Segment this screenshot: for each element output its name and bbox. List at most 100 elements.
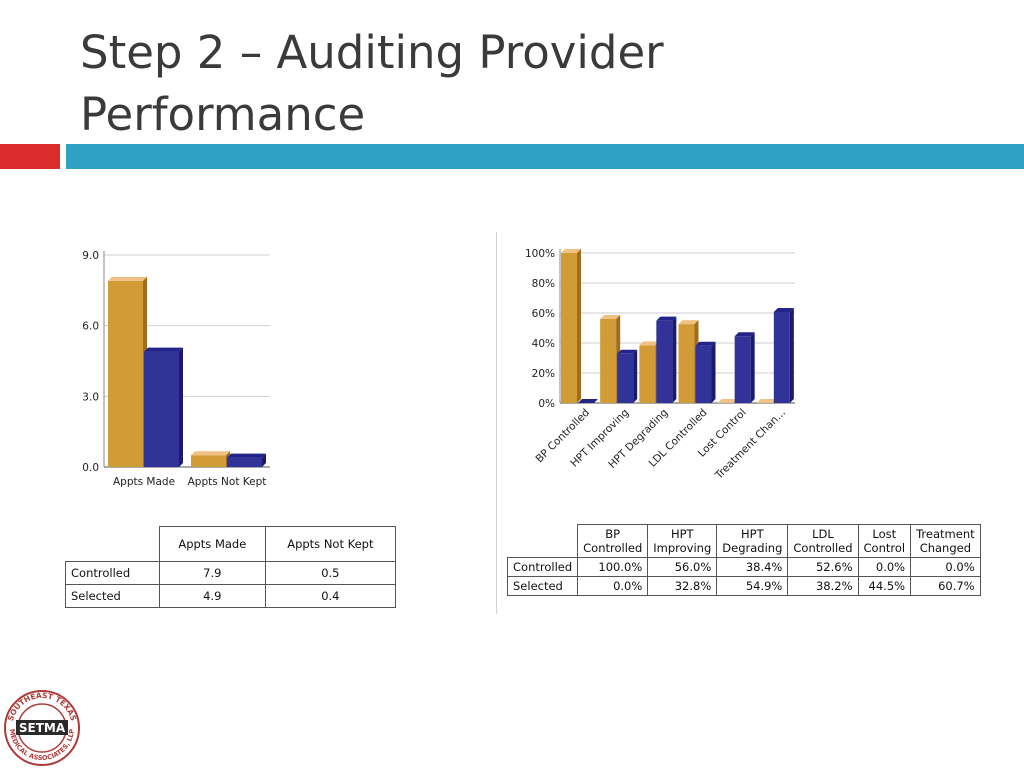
y-tick-label: 20%	[532, 368, 555, 380]
table-header-cell: Appts Made	[158, 526, 266, 562]
table-corner	[66, 527, 160, 562]
bar	[108, 280, 143, 467]
header-line: Changed	[919, 541, 972, 555]
table-header-cell: BP Controlled	[577, 524, 649, 558]
bar-top	[578, 399, 598, 403]
bar-side	[179, 347, 183, 467]
table-header-cell: Appts Not Kept	[264, 526, 397, 562]
y-tick-label: 60%	[532, 308, 555, 320]
table-header-row: BP Controlled HPT Improving HPT Degrading L…	[508, 524, 981, 558]
bar-top	[756, 399, 777, 403]
table-row: Selected 4.9 0.4	[65, 584, 397, 608]
bar-top	[600, 315, 621, 319]
table-cell: 38.2%	[787, 576, 859, 596]
bar-side	[672, 316, 677, 403]
table-cell: 0.0%	[857, 557, 912, 577]
bar-side	[262, 453, 266, 467]
header-line: Improving	[653, 541, 712, 555]
table-cell: 100.0%	[577, 557, 649, 577]
y-tick-label: 9.0	[82, 250, 99, 262]
bar	[773, 311, 790, 403]
table-cell: 0.0%	[910, 557, 981, 577]
bar-side	[577, 249, 581, 403]
outcomes-table: BP Controlled HPT Improving HPT Degrading L…	[506, 524, 981, 596]
header-line: Degrading	[722, 541, 783, 555]
y-tick-label: 100%	[525, 248, 555, 260]
bar	[617, 353, 634, 403]
bar-top	[144, 347, 183, 352]
bar-top	[108, 276, 147, 281]
row-label: Selected	[65, 584, 160, 608]
bar-top	[656, 316, 677, 321]
slide-title-line-1: Step 2 – Auditing Provider	[80, 26, 664, 79]
row-label: Controlled	[65, 561, 160, 585]
table-cell: 44.5%	[857, 576, 912, 596]
vertical-divider	[496, 232, 497, 614]
header-line: HPT	[670, 527, 694, 541]
table-cell: 52.6%	[787, 557, 859, 577]
table-cell: 0.0%	[577, 576, 649, 596]
setma-logo: SOUTHEAST TEXAS MEDICAL ASSOCIATES, LLP …	[4, 690, 80, 766]
accent-bar-red	[0, 144, 60, 169]
table-row: Selected 0.0% 32.8% 54.9% 38.2% 44.5% 60…	[506, 576, 981, 596]
table-header-cell: HPT Improving	[647, 524, 718, 558]
bar-side	[750, 332, 755, 403]
x-tick-label: Appts Made	[113, 476, 175, 488]
table-cell: 32.8%	[647, 576, 718, 596]
y-tick-label: 40%	[532, 338, 555, 350]
bar-side	[633, 349, 638, 403]
table-cell: 60.7%	[910, 576, 981, 596]
bar	[639, 345, 656, 403]
table-cell: 38.4%	[716, 557, 789, 577]
slide-title: Step 2 – Auditing Provider Performance	[80, 22, 840, 146]
table-header-cell: Treatment Changed	[910, 524, 981, 558]
x-tick-label: Appts Not Kept	[188, 476, 267, 488]
header-line: LDL	[812, 527, 834, 541]
appointments-table: Appts Made Appts Not Kept Controlled 7.9…	[65, 526, 397, 608]
bar-top	[678, 320, 699, 325]
table-header-cell: LDL Controlled	[787, 524, 859, 558]
table-cell: 0.4	[264, 584, 397, 608]
bar	[144, 351, 179, 467]
bar	[561, 253, 577, 403]
bar-top	[227, 453, 266, 458]
y-tick-label: 0%	[538, 398, 555, 410]
table-header-row: Appts Made Appts Not Kept	[66, 526, 397, 562]
bar-top	[717, 399, 738, 403]
y-tick-label: 3.0	[82, 391, 99, 403]
bar-top	[617, 349, 638, 354]
table-header-cell: HPT Degrading	[716, 524, 789, 558]
appointments-chart: 0.0 3.0 6.0 9.0 Appts Made Appts Not Kept	[82, 250, 270, 488]
table-row: Controlled 100.0% 56.0% 38.4% 52.6% 0.0%…	[506, 557, 981, 577]
logo-banner	[16, 720, 68, 735]
table-cell: 4.9	[158, 584, 266, 608]
bar	[191, 455, 226, 467]
bar	[734, 336, 751, 403]
y-tick-label: 0.0	[82, 462, 99, 474]
bar-side	[789, 307, 794, 403]
table-cell: 54.9%	[716, 576, 789, 596]
header-line: BP	[605, 527, 621, 541]
bar	[656, 320, 673, 403]
table-corner	[508, 525, 578, 558]
table-cell: 7.9	[158, 561, 266, 585]
table-cell: 0.5	[264, 561, 397, 585]
bar-top	[639, 341, 660, 346]
header-line: Controlled	[583, 541, 643, 555]
bar-side	[711, 341, 716, 403]
accent-bar-blue	[66, 144, 1024, 169]
bar	[600, 319, 617, 403]
x-tick-label: Treatment Chan...	[712, 407, 788, 483]
header-line: Controlled	[793, 541, 853, 555]
header-line: HPT	[741, 527, 764, 541]
bar-top	[695, 341, 716, 346]
logo-center-text: SETMA	[19, 721, 66, 735]
bar	[227, 457, 262, 467]
header-line: Control	[863, 541, 906, 555]
row-label: Controlled	[506, 557, 579, 577]
row-label: Selected	[506, 576, 579, 596]
table-row: Controlled 7.9 0.5	[65, 561, 397, 585]
bar-top	[191, 451, 230, 456]
slide-title-line-2: Performance	[80, 88, 366, 141]
